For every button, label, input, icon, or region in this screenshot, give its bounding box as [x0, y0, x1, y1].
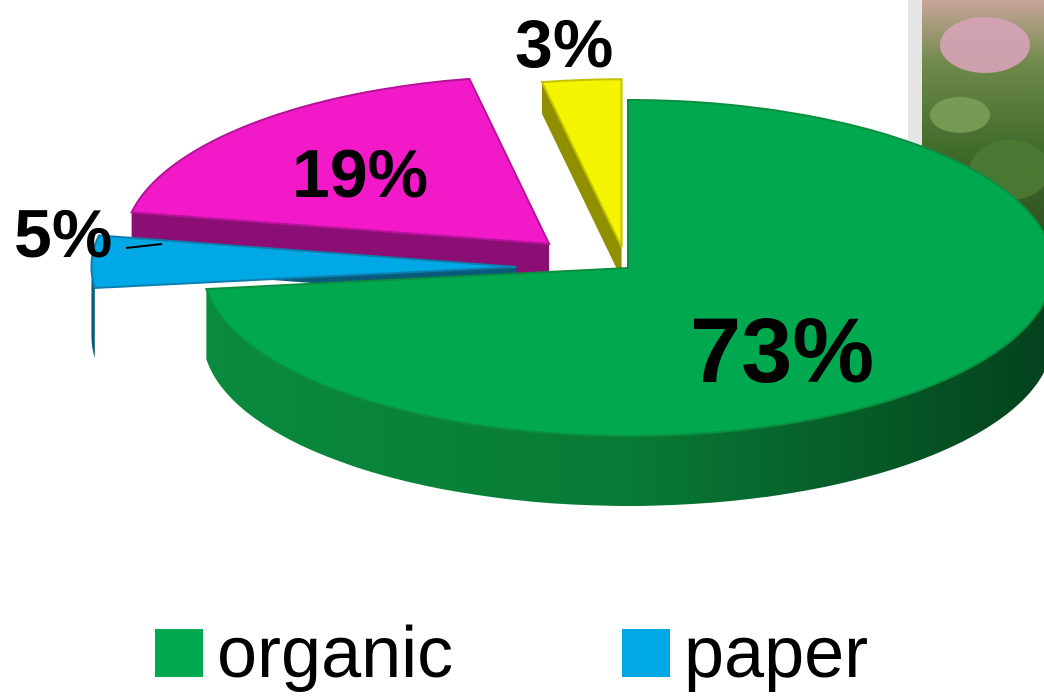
data-label-3: 19% [292, 136, 429, 212]
legend-label-paper: paper [684, 612, 869, 693]
data-label-4: 3% [515, 6, 614, 82]
data-label-2: 5% [14, 196, 113, 272]
legend-item-paper: paper [622, 605, 868, 700]
legend: organic paper [0, 605, 1044, 700]
legend-label-organic: organic [217, 612, 454, 693]
pie-slice-side-2 [91, 266, 95, 358]
data-label-1: 73% [690, 300, 875, 402]
pie-slice-wall-4 [541, 82, 622, 279]
legend-swatch-organic [155, 628, 203, 677]
pie-slice-wall-3 [131, 212, 550, 276]
pie-slice-2 [90, 234, 517, 290]
pie-slice-1 [204, 98, 1044, 437]
pie-slice-4 [540, 78, 623, 248]
pie-slice-3 [130, 77, 551, 246]
legend-swatch-paper [622, 628, 670, 677]
legend-item-organic: organic [155, 605, 453, 700]
pie-chart-svg [90, 0, 1044, 507]
pie-slice-side-1 [206, 289, 1044, 507]
leader-line-paper [125, 243, 163, 249]
